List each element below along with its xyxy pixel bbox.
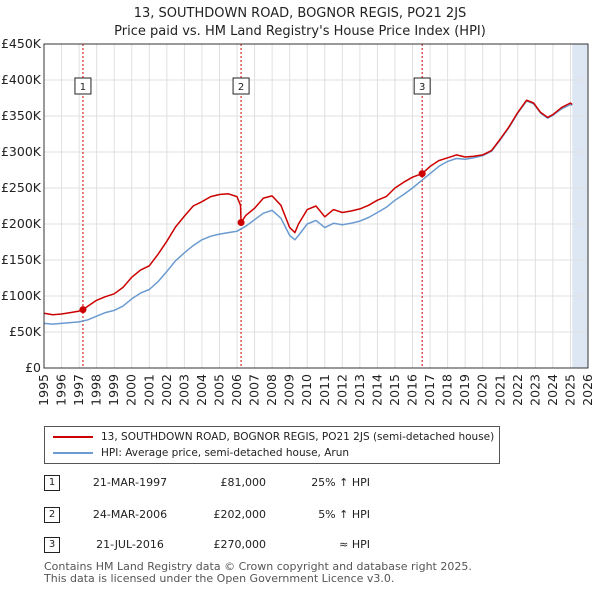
sale-hpi-comparison: 5% ↑ HPI bbox=[318, 508, 370, 521]
sale-date: 24-MAR-2006 bbox=[92, 508, 168, 521]
x-tick-label: 2020 bbox=[475, 374, 490, 406]
y-tick-label: £350K bbox=[1, 108, 42, 123]
x-tick-label: 2004 bbox=[194, 374, 209, 406]
sale-marker-box bbox=[232, 77, 250, 95]
y-tick-label: £100K bbox=[1, 288, 42, 303]
price-line bbox=[43, 99, 573, 316]
x-tick-label: 2021 bbox=[492, 374, 507, 406]
y-tick-label: £0 bbox=[25, 360, 41, 375]
x-tick-label: 2025 bbox=[562, 374, 577, 406]
sale-point bbox=[418, 170, 426, 178]
x-tick-label: 2013 bbox=[352, 374, 367, 406]
y-tick-label: £450K bbox=[1, 36, 42, 51]
x-tick-label: 2015 bbox=[387, 374, 402, 406]
x-tick-label: 2017 bbox=[422, 374, 437, 406]
legend-label-hpi: HPI: Average price, semi-detached house,… bbox=[101, 447, 350, 459]
x-tick-label: 2000 bbox=[124, 374, 139, 406]
x-tick-label: 2016 bbox=[405, 374, 420, 406]
x-tick-label: 1998 bbox=[89, 374, 104, 406]
legend-label-price: 13, SOUTHDOWN ROAD, BOGNOR REGIS, PO21 2… bbox=[101, 431, 495, 443]
sale-date: 21-MAR-1997 bbox=[92, 476, 168, 489]
sale-point bbox=[79, 306, 87, 314]
forecast-shade bbox=[572, 44, 588, 368]
sale-price: £81,000 bbox=[220, 476, 267, 489]
footer-copyright: Contains HM Land Registry data © Crown c… bbox=[44, 560, 472, 573]
y-tick-label: £400K bbox=[1, 72, 42, 87]
sale-row: 2 24-MAR-2006 £202,000 5% ↑ HPI bbox=[0, 506, 600, 528]
x-tick-label: 2006 bbox=[229, 374, 244, 406]
x-tick-label: 2019 bbox=[457, 374, 472, 406]
y-tick-label: £200K bbox=[1, 216, 42, 231]
x-tick-label: 2018 bbox=[440, 374, 455, 406]
chart-legend: 13, SOUTHDOWN ROAD, BOGNOR REGIS, PO21 2… bbox=[44, 426, 500, 464]
x-tick-label: 2003 bbox=[176, 374, 191, 406]
x-tick-label: 2008 bbox=[264, 374, 279, 406]
chart-subtitle: Price paid vs. HM Land Registry's House … bbox=[114, 24, 486, 39]
x-tick-label: 1995 bbox=[36, 374, 51, 406]
x-tick-label: 2012 bbox=[334, 374, 349, 406]
sale-marker-label: 3 bbox=[419, 82, 425, 93]
x-tick-label: 2009 bbox=[282, 374, 297, 406]
sale-marker-box bbox=[74, 77, 92, 95]
x-tick-label: 2024 bbox=[545, 374, 560, 406]
chart-title: 13, SOUTHDOWN ROAD, BOGNOR REGIS, PO21 2… bbox=[133, 6, 467, 21]
x-tick-label: 2007 bbox=[247, 374, 262, 406]
y-tick-label: £250K bbox=[1, 180, 42, 195]
sale-price: £270,000 bbox=[213, 538, 267, 551]
y-tick-label: £50K bbox=[9, 324, 42, 339]
legend-line-price bbox=[53, 436, 93, 438]
sale-number: 3 bbox=[44, 537, 60, 553]
sale-row: 1 21-MAR-1997 £81,000 25% ↑ HPI bbox=[0, 474, 600, 496]
x-tick-label: 1999 bbox=[106, 374, 121, 406]
x-tick-label: 2014 bbox=[369, 374, 384, 406]
sale-number: 1 bbox=[44, 475, 60, 491]
plot-frame bbox=[43, 43, 589, 369]
x-tick-label: 2005 bbox=[211, 374, 226, 406]
sale-marker-label: 1 bbox=[80, 82, 86, 93]
x-tick-label: 2002 bbox=[159, 374, 174, 406]
sale-date: 21-JUL-2016 bbox=[96, 538, 164, 551]
x-tick-label: 2022 bbox=[510, 374, 525, 406]
sale-point bbox=[237, 219, 245, 227]
y-tick-label: £150K bbox=[1, 252, 42, 267]
price-chart: 1 2 3 £0 £50K £100K £150K £200K £250K £300K £350K £… bbox=[1, 36, 595, 406]
x-tick-label: 2026 bbox=[580, 374, 595, 406]
sale-hpi-comparison: 25% ↑ HPI bbox=[311, 476, 370, 489]
sale-price: £202,000 bbox=[213, 508, 267, 521]
footer-licence: This data is licensed under the Open Gov… bbox=[44, 572, 395, 585]
sale-row: 3 21-JUL-2016 £270,000 ≈ HPI bbox=[0, 536, 600, 558]
x-tick-label: 2023 bbox=[527, 374, 542, 406]
sale-hpi-comparison: ≈ HPI bbox=[339, 538, 370, 551]
x-tick-label: 2001 bbox=[141, 374, 156, 406]
y-tick-label: £300K bbox=[1, 144, 42, 159]
sale-marker-label: 2 bbox=[238, 82, 244, 93]
x-tick-label: 1997 bbox=[71, 374, 86, 406]
x-tick-label: 1996 bbox=[54, 374, 69, 406]
sale-number: 2 bbox=[44, 507, 60, 523]
x-tick-label: 2011 bbox=[317, 374, 332, 406]
legend-line-hpi bbox=[53, 452, 93, 454]
x-tick-label: 2010 bbox=[299, 374, 314, 406]
sale-marker-box bbox=[413, 77, 431, 95]
